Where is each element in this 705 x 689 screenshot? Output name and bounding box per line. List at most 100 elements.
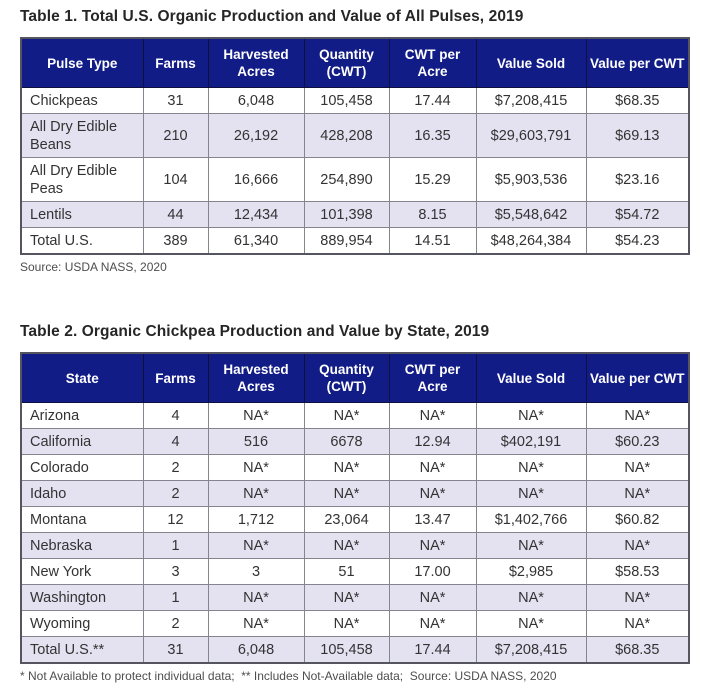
header-quantity-cwt: Quantity (CWT) (303, 352, 390, 403)
cell-harvested-acres: NA* (207, 454, 305, 481)
cell-cwt-per-acre: 13.47 (388, 506, 477, 533)
cell-harvested-acres: 16,666 (207, 157, 305, 202)
cell-cwt-per-acre: 8.15 (388, 201, 477, 228)
cell-cwt-per-acre: NA* (388, 584, 477, 611)
cell-quantity-cwt: 51 (303, 558, 390, 585)
cell-farms: 2 (142, 454, 209, 481)
cell-quantity-cwt: 105,458 (303, 87, 390, 114)
cell-harvested-acres: 12,434 (207, 201, 305, 228)
cell-farms: 1 (142, 584, 209, 611)
cell-value-per-cwt: $60.82 (585, 506, 690, 533)
cell-farms: 104 (142, 157, 209, 202)
cell-value-sold: $7,208,415 (475, 636, 587, 664)
cell-quantity-cwt: NA* (303, 480, 390, 507)
table1-row-all-dry-edible-peas: All Dry Edible Peas 104 16,666 254,890 1… (20, 157, 690, 202)
cell-value-per-cwt: $23.16 (585, 157, 690, 202)
table2-title: Table 2. Organic Chickpea Production and… (20, 323, 490, 340)
cell-pulse-type: Chickpeas (20, 87, 144, 114)
header-value-sold: Value Sold (475, 37, 587, 88)
cell-pulse-type: Total U.S. (20, 227, 144, 255)
cell-value-per-cwt: NA* (585, 584, 690, 611)
cell-harvested-acres: NA* (207, 402, 305, 429)
header-harvested-acres: Harvested Acres (207, 37, 305, 88)
table2-row-california: California 4 516 6678 12.94 $402,191 $60… (20, 428, 690, 455)
cell-state: Idaho (20, 480, 144, 507)
cell-value-sold: NA* (475, 532, 587, 559)
cell-farms: 210 (142, 113, 209, 158)
cell-value-sold: $5,548,642 (475, 201, 587, 228)
cell-quantity-cwt: 6678 (303, 428, 390, 455)
cell-state: Arizona (20, 402, 144, 429)
cell-quantity-cwt: 23,064 (303, 506, 390, 533)
header-cwt-per-acre: CWT per Acre (388, 37, 477, 88)
cell-quantity-cwt: 889,954 (303, 227, 390, 255)
header-state: State (20, 352, 144, 403)
cell-value-sold: NA* (475, 584, 587, 611)
cell-quantity-cwt: 428,208 (303, 113, 390, 158)
cell-pulse-type: Lentils (20, 201, 144, 228)
cell-state: Wyoming (20, 610, 144, 637)
cell-value-per-cwt: NA* (585, 402, 690, 429)
table2-header-row: State Farms Harvested Acres Quantity (CW… (20, 352, 690, 403)
table2-row-arizona: Arizona 4 NA* NA* NA* NA* NA* (20, 402, 690, 429)
cell-harvested-acres: NA* (207, 610, 305, 637)
cell-state: Nebraska (20, 532, 144, 559)
cell-value-per-cwt: NA* (585, 610, 690, 637)
table1-row-all-dry-edible-beans: All Dry Edible Beans 210 26,192 428,208 … (20, 113, 690, 158)
cell-value-sold: NA* (475, 402, 587, 429)
cell-harvested-acres: 6,048 (207, 636, 305, 664)
table1-source-note: Source: USDA NASS, 2020 (20, 260, 167, 274)
cell-value-sold: NA* (475, 480, 587, 507)
table2-row-montana: Montana 12 1,712 23,064 13.47 $1,402,766… (20, 506, 690, 533)
table2-row-idaho: Idaho 2 NA* NA* NA* NA* NA* (20, 480, 690, 507)
cell-value-per-cwt: $54.72 (585, 201, 690, 228)
cell-quantity-cwt: NA* (303, 532, 390, 559)
table1-row-chickpeas: Chickpeas 31 6,048 105,458 17.44 $7,208,… (20, 87, 690, 114)
cell-cwt-per-acre: 14.51 (388, 227, 477, 255)
cell-harvested-acres: 3 (207, 558, 305, 585)
cell-state: Montana (20, 506, 144, 533)
cell-value-per-cwt: $68.35 (585, 87, 690, 114)
cell-value-per-cwt: $68.35 (585, 636, 690, 664)
cell-state: California (20, 428, 144, 455)
header-cwt-per-acre: CWT per Acre (388, 352, 477, 403)
cell-harvested-acres: 1,712 (207, 506, 305, 533)
cell-value-sold: $402,191 (475, 428, 587, 455)
cell-value-sold: NA* (475, 454, 587, 481)
cell-quantity-cwt: NA* (303, 454, 390, 481)
cell-harvested-acres: 26,192 (207, 113, 305, 158)
cell-quantity-cwt: 254,890 (303, 157, 390, 202)
cell-farms: 2 (142, 480, 209, 507)
cell-quantity-cwt: NA* (303, 402, 390, 429)
cell-cwt-per-acre: NA* (388, 480, 477, 507)
cell-value-per-cwt: NA* (585, 480, 690, 507)
cell-harvested-acres: 6,048 (207, 87, 305, 114)
cell-state: Total U.S.** (20, 636, 144, 664)
table2-row-new-york: New York 3 3 51 17.00 $2,985 $58.53 (20, 558, 690, 585)
header-farms: Farms (142, 352, 209, 403)
table1-row-total-us: Total U.S. 389 61,340 889,954 14.51 $48,… (20, 227, 690, 255)
cell-value-sold: $2,985 (475, 558, 587, 585)
cell-cwt-per-acre: NA* (388, 454, 477, 481)
cell-pulse-type: All Dry Edible Peas (20, 157, 144, 202)
cell-value-per-cwt: NA* (585, 454, 690, 481)
cell-value-per-cwt: $69.13 (585, 113, 690, 158)
table2-footnote: * Not Available to protect individual da… (20, 669, 557, 683)
cell-quantity-cwt: NA* (303, 584, 390, 611)
cell-state: Colorado (20, 454, 144, 481)
cell-farms: 31 (142, 87, 209, 114)
cell-cwt-per-acre: 16.35 (388, 113, 477, 158)
cell-value-sold: $5,903,536 (475, 157, 587, 202)
table1-row-lentils: Lentils 44 12,434 101,398 8.15 $5,548,64… (20, 201, 690, 228)
cell-farms: 31 (142, 636, 209, 664)
cell-value-per-cwt: $60.23 (585, 428, 690, 455)
header-pulse-type: Pulse Type (20, 37, 144, 88)
cell-value-sold: $29,603,791 (475, 113, 587, 158)
cell-harvested-acres: NA* (207, 532, 305, 559)
cell-harvested-acres: 61,340 (207, 227, 305, 255)
table1-header-row: Pulse Type Farms Harvested Acres Quantit… (20, 37, 690, 88)
cell-harvested-acres: NA* (207, 584, 305, 611)
cell-farms: 4 (142, 428, 209, 455)
cell-cwt-per-acre: NA* (388, 532, 477, 559)
cell-pulse-type: All Dry Edible Beans (20, 113, 144, 158)
